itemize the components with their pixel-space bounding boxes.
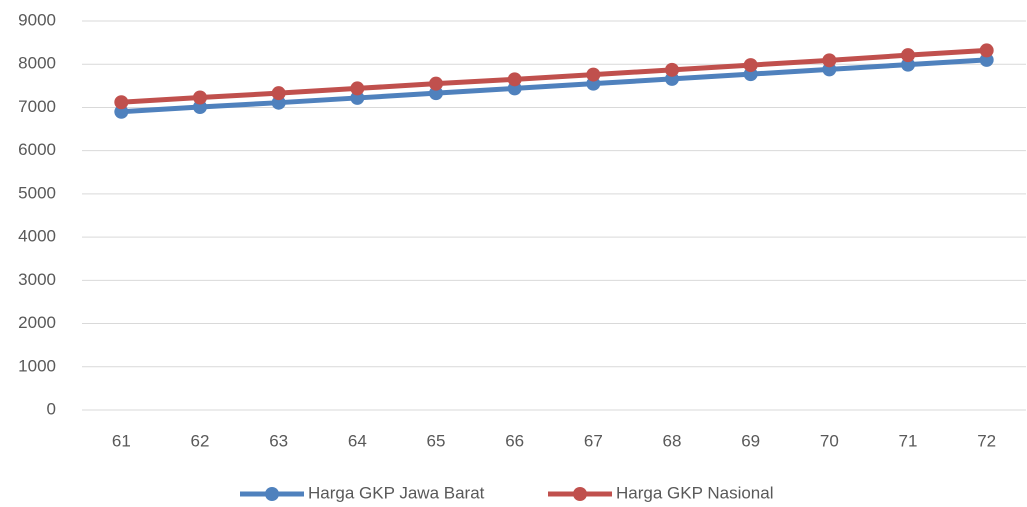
point — [350, 81, 365, 96]
y-tick-label: 4000 — [18, 227, 56, 246]
series-line — [121, 47, 987, 105]
x-tick-label: 66 — [505, 431, 524, 450]
point — [586, 67, 601, 82]
legend-marker — [265, 487, 279, 501]
y-tick-label: 5000 — [18, 183, 56, 202]
legend-label: Harga GKP Jawa Barat — [308, 483, 485, 502]
legend-marker — [573, 487, 587, 501]
point — [507, 72, 522, 87]
y-tick-label: 0 — [47, 399, 56, 418]
x-tick-label: 69 — [741, 431, 760, 450]
x-tick-label: 68 — [663, 431, 682, 450]
point — [822, 53, 837, 68]
x-tick-label: 71 — [899, 431, 918, 450]
x-tick-label: 72 — [977, 431, 996, 450]
legend-label: Harga GKP Nasional — [616, 483, 774, 502]
y-tick-label: 8000 — [18, 54, 56, 73]
y-tick-label: 9000 — [18, 10, 56, 29]
point — [429, 76, 443, 91]
point — [901, 48, 915, 63]
x-tick-label: 64 — [348, 431, 367, 450]
point — [665, 62, 679, 77]
x-tick-label: 62 — [191, 431, 210, 450]
point — [271, 86, 286, 101]
point — [114, 95, 129, 110]
x-tick-label: 67 — [584, 431, 603, 450]
y-tick-label: 7000 — [18, 97, 56, 116]
y-tick-label: 3000 — [18, 270, 56, 289]
point — [193, 90, 207, 105]
y-tick-label: 1000 — [18, 356, 56, 375]
x-tick-label: 61 — [112, 431, 131, 450]
point — [743, 58, 758, 73]
x-tick-label: 70 — [820, 431, 839, 450]
point — [979, 43, 994, 58]
x-tick-label: 65 — [427, 431, 446, 450]
y-tick-label: 2000 — [18, 313, 56, 332]
y-tick-label: 6000 — [18, 140, 56, 159]
series-line — [121, 57, 987, 115]
x-tick-label: 63 — [269, 431, 288, 450]
